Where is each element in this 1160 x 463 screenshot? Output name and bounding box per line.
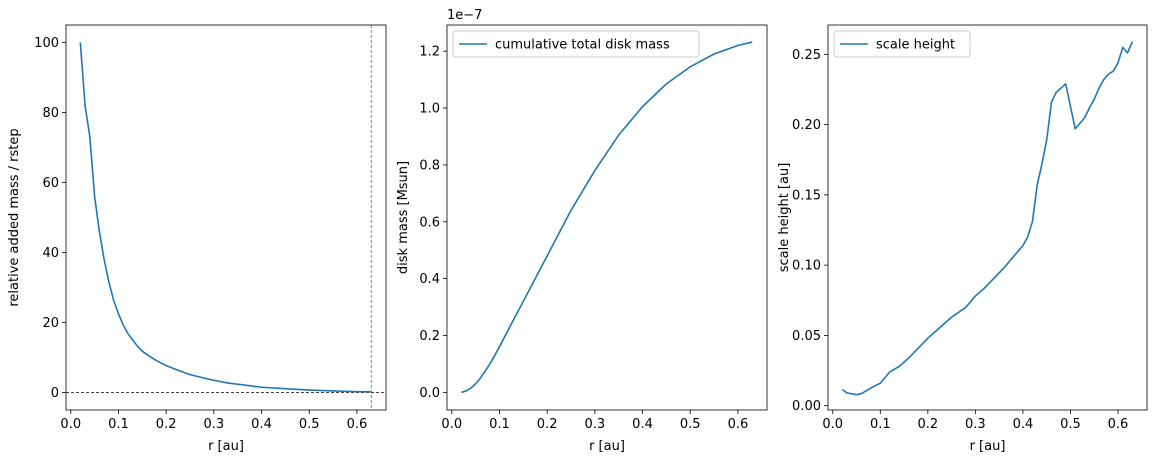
added-mass-series-line <box>79 42 372 393</box>
legend-box <box>833 30 971 58</box>
y-tick-label: 0.10 <box>792 259 821 274</box>
y-tick-label: 80 <box>42 106 59 121</box>
y-tick-label: 0.8 <box>419 158 440 173</box>
panel-scale-height-legend: scale height <box>833 30 971 58</box>
x-tick-label: 0.0 <box>441 417 462 432</box>
y-tick-label: 100 <box>34 36 59 51</box>
x-tick-label: 0.0 <box>822 417 843 432</box>
x-tick-label: 0.6 <box>1108 417 1129 432</box>
panel-disk-mass-plot <box>461 41 753 394</box>
panel-disk-mass-frame <box>446 24 768 411</box>
panel-added-mass-plot <box>66 25 386 410</box>
x-tick-label: 0.1 <box>489 417 510 432</box>
x-tick-label: 0.5 <box>1060 417 1081 432</box>
y-tick-label: 60 <box>42 176 59 191</box>
y-tick-label: 0.0 <box>419 386 440 401</box>
y-tick-label: 1.0 <box>419 102 440 117</box>
x-tick-label: 0.6 <box>728 417 749 432</box>
legend-box <box>452 30 700 58</box>
panel-disk-mass-xlabel: r [au] <box>589 439 625 454</box>
y-tick-label: 0.25 <box>792 48 821 63</box>
y-tick-label: 0.15 <box>792 188 821 203</box>
x-tick-label: 0.3 <box>965 417 986 432</box>
x-tick-label: 0.2 <box>917 417 938 432</box>
y-tick-label: 1.2 <box>419 45 440 60</box>
x-tick-label: 0.1 <box>108 417 129 432</box>
panel-disk-mass-offset-text: 1e−7 <box>447 8 482 23</box>
x-tick-label: 0.0 <box>60 417 81 432</box>
panel-disk-mass-ylabel: disk mass [Msun] <box>396 161 411 274</box>
x-tick-label: 0.3 <box>584 417 605 432</box>
panel-added-mass-ticks: 0.0 0.1 0.2 0.3 0.4 0.5 0.6 0 20 40 60 80 100 <box>34 36 367 432</box>
x-tick-label: 0.6 <box>347 417 368 432</box>
y-tick-label: 40 <box>42 246 59 261</box>
x-tick-label: 0.2 <box>156 417 177 432</box>
legend-label: cumulative total disk mass <box>495 38 670 53</box>
panel-scale-height-xlabel: r [au] <box>970 439 1006 454</box>
y-tick-label: 0.2 <box>419 329 440 344</box>
x-tick-label: 0.4 <box>251 417 272 432</box>
panel-added-mass-frame <box>65 24 387 411</box>
disk-mass-series-line <box>461 41 753 394</box>
y-tick-label: 0 <box>51 386 59 401</box>
y-tick-label: 0.6 <box>419 215 440 230</box>
x-tick-label: 0.1 <box>870 417 891 432</box>
y-tick-label: 0.05 <box>792 329 821 344</box>
x-tick-label: 0.5 <box>299 417 320 432</box>
x-tick-label: 0.2 <box>537 417 558 432</box>
x-tick-label: 0.5 <box>680 417 701 432</box>
panel-scale-height-ticks: 0.0 0.1 0.2 0.3 0.4 0.5 0.6 0.00 0.05 0.10 0.15 0.2… <box>792 48 1128 432</box>
scale-height-series-line <box>841 41 1133 396</box>
y-tick-label: 20 <box>42 316 59 331</box>
panel-scale-height-frame <box>827 24 1148 411</box>
panel-scale-height-plot <box>841 41 1133 396</box>
y-tick-label: 0.00 <box>792 399 821 414</box>
panel-disk-mass-ticks: 0.0 0.1 0.2 0.3 0.4 0.5 0.6 0.0 0.2 0.4 0.6 0.8 1.0 1… <box>419 45 748 432</box>
panel-scale-height: 0.0 0.1 0.2 0.3 0.4 0.5 0.6 0.00 0.05 0.10 0.15 0.2… <box>777 24 1148 454</box>
x-tick-label: 0.3 <box>203 417 224 432</box>
y-tick-label: 0.4 <box>419 272 440 287</box>
legend-label: scale height <box>876 38 955 53</box>
panel-disk-mass-legend: cumulative total disk mass <box>452 30 700 58</box>
x-tick-label: 0.4 <box>632 417 653 432</box>
panel-added-mass-ylabel: relative added mass / rstep <box>7 128 22 306</box>
panel-scale-height-ylabel: scale height [au] <box>777 163 792 273</box>
x-tick-label: 0.4 <box>1013 417 1034 432</box>
panel-added-mass: 0.0 0.1 0.2 0.3 0.4 0.5 0.6 0 20 40 60 80 100 r [au]… <box>7 24 387 454</box>
panel-disk-mass: 0.0 0.1 0.2 0.3 0.4 0.5 0.6 0.0 0.2 0.4 0.6 0.8 1.0 1… <box>396 8 768 454</box>
panel-added-mass-xlabel: r [au] <box>208 439 244 454</box>
y-tick-label: 0.20 <box>792 118 821 133</box>
